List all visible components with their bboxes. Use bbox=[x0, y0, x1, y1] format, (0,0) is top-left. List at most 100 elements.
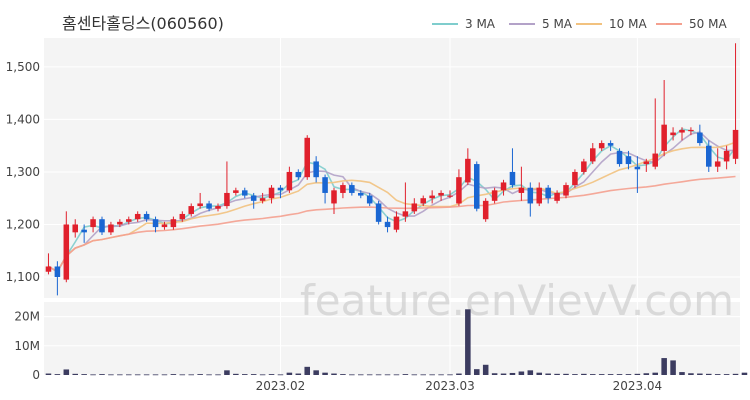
candle-body bbox=[607, 143, 614, 146]
volume-bar bbox=[554, 373, 560, 375]
candle-body bbox=[527, 187, 534, 204]
volume-bar bbox=[482, 364, 489, 375]
candle-body bbox=[536, 187, 542, 204]
candle-body bbox=[384, 221, 391, 228]
volume-bar bbox=[81, 374, 87, 375]
volume-bar bbox=[99, 374, 105, 375]
candle-body bbox=[688, 129, 694, 132]
candle-body bbox=[509, 171, 516, 186]
volume-bar bbox=[590, 374, 596, 375]
volume-bar bbox=[188, 374, 194, 376]
candle-body bbox=[634, 166, 641, 170]
volume-bar bbox=[670, 360, 676, 375]
volume-bar bbox=[322, 372, 328, 375]
volume-bar bbox=[741, 372, 748, 375]
volume-bar bbox=[63, 369, 70, 375]
candle-body bbox=[393, 216, 400, 230]
candle-body bbox=[732, 129, 739, 159]
volume-bar bbox=[215, 374, 221, 376]
candle-body bbox=[456, 177, 462, 204]
candle-body bbox=[99, 219, 105, 233]
volume-bar bbox=[509, 372, 516, 375]
candle-body bbox=[447, 195, 453, 197]
candle-body bbox=[117, 221, 123, 225]
volume-bar bbox=[723, 374, 730, 375]
volume-bar bbox=[340, 374, 346, 375]
candle-body bbox=[90, 219, 96, 228]
price-tick-label: 1,200 bbox=[6, 217, 40, 231]
volume-bar bbox=[625, 374, 632, 375]
volume-tick-label: 20M bbox=[14, 310, 40, 324]
volume-bar bbox=[661, 358, 667, 375]
candle-body bbox=[108, 224, 114, 233]
candle-body bbox=[581, 161, 587, 172]
volume-bar bbox=[563, 373, 569, 375]
candle-body bbox=[590, 148, 596, 162]
candle-body bbox=[304, 137, 310, 178]
candle-body bbox=[366, 195, 373, 204]
candle-body bbox=[563, 185, 569, 196]
volume-bar bbox=[161, 374, 168, 376]
candle-body bbox=[465, 158, 471, 183]
volume-bar bbox=[331, 373, 337, 375]
candle-body bbox=[233, 190, 239, 193]
candle-body bbox=[188, 206, 194, 214]
volume-bar bbox=[447, 374, 453, 376]
volume-bar bbox=[197, 374, 203, 375]
candle-body bbox=[652, 153, 658, 167]
volume-panel-background bbox=[44, 302, 740, 375]
candle-body bbox=[170, 219, 177, 228]
volume-bar bbox=[581, 373, 587, 375]
candle-body bbox=[411, 203, 418, 212]
candle-body bbox=[474, 164, 480, 209]
candle-body bbox=[438, 192, 444, 196]
candle-body bbox=[63, 224, 70, 280]
volume-bar bbox=[456, 373, 462, 375]
volume-bar bbox=[411, 374, 418, 376]
volume-bar bbox=[402, 374, 409, 375]
candle-body bbox=[500, 182, 507, 191]
price-tick-label: 1,400 bbox=[6, 112, 40, 126]
candle-body bbox=[358, 192, 364, 196]
legend-label: 3 MA bbox=[465, 17, 496, 31]
volume-bar bbox=[54, 374, 61, 375]
price-tick-label: 1,500 bbox=[6, 60, 40, 74]
volume-bar bbox=[349, 374, 355, 376]
volume-bar bbox=[250, 374, 257, 375]
volume-bar bbox=[90, 374, 96, 376]
volume-bar bbox=[242, 374, 248, 375]
volume-bar bbox=[527, 370, 534, 375]
candle-body bbox=[277, 187, 284, 191]
volume-bar bbox=[634, 373, 641, 375]
volume-bar bbox=[545, 373, 551, 375]
ma-line-10 bbox=[48, 141, 736, 273]
volume-bar bbox=[732, 373, 739, 375]
candle-body bbox=[429, 195, 435, 199]
volume-bar bbox=[714, 374, 721, 375]
candle-body bbox=[161, 224, 168, 228]
candle-body bbox=[72, 224, 78, 233]
volume-bar bbox=[170, 374, 177, 375]
candle-body bbox=[206, 203, 212, 209]
volume-bar bbox=[277, 374, 284, 376]
candle-body bbox=[349, 185, 355, 193]
volume-bar bbox=[474, 369, 480, 375]
candle-body bbox=[625, 156, 632, 165]
volume-bar bbox=[72, 373, 78, 375]
volume-bar bbox=[45, 373, 52, 375]
candle-body bbox=[45, 266, 52, 272]
volume-bar bbox=[438, 374, 444, 376]
candle-body bbox=[54, 266, 61, 277]
candle-body bbox=[598, 143, 605, 149]
candle-body bbox=[616, 150, 623, 165]
candle-body bbox=[179, 213, 186, 220]
volume-bar bbox=[259, 374, 266, 376]
candle-body bbox=[215, 206, 221, 209]
volume-bar bbox=[268, 374, 275, 375]
volume-bar bbox=[179, 374, 186, 376]
candle-body bbox=[143, 213, 150, 220]
candle-body bbox=[224, 192, 230, 207]
candle-body bbox=[286, 171, 293, 191]
volume-bar bbox=[358, 374, 364, 376]
